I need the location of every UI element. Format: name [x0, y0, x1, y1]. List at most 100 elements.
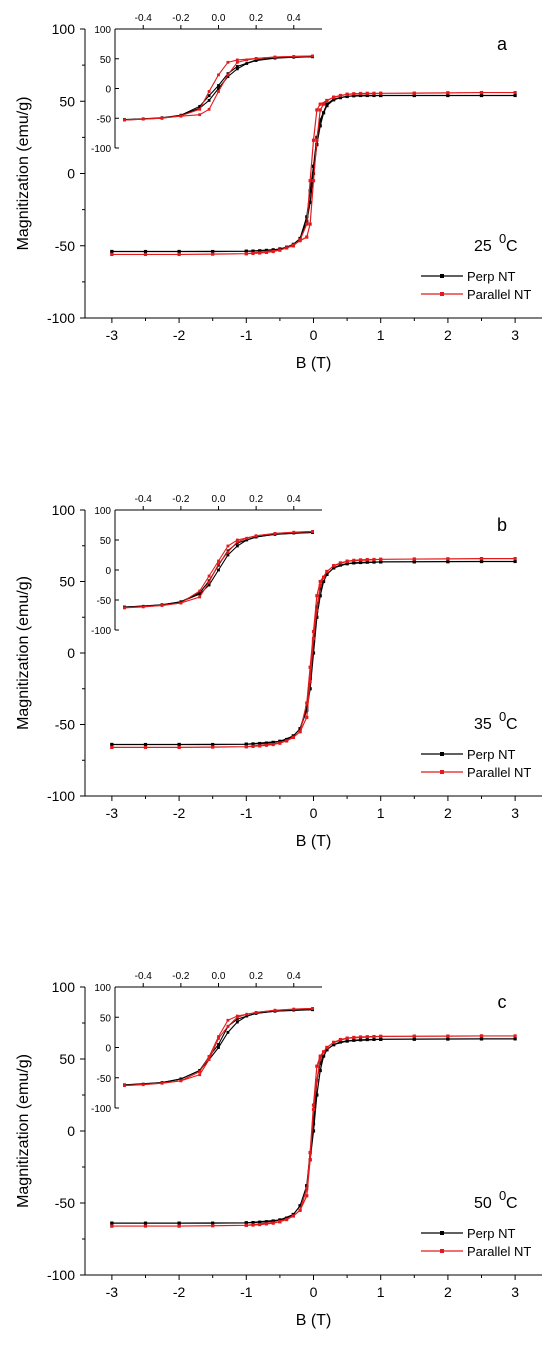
inset-series [123, 54, 314, 122]
y-tick-label: 0 [67, 166, 75, 182]
data-point [321, 111, 326, 115]
data-point [318, 579, 322, 584]
data-point [446, 1034, 450, 1038]
data-point [513, 559, 517, 564]
legend: Perp NT Parallel NT [421, 747, 531, 780]
inset-x-tick-label: -0.4 [135, 494, 153, 505]
data-point [305, 235, 309, 239]
inset-data-point [179, 1079, 183, 1083]
data-point [479, 90, 484, 95]
data-point [365, 91, 369, 95]
data-point [352, 558, 356, 562]
inset-x-tick-label: 0.0 [212, 971, 226, 982]
data-point [379, 1037, 383, 1041]
data-point [479, 1037, 484, 1041]
data-point [332, 566, 336, 570]
data-point [446, 91, 450, 95]
x-tick-label: 0 [310, 1284, 318, 1300]
data-point [258, 249, 262, 253]
data-point [251, 1220, 255, 1225]
data-point [251, 1223, 255, 1227]
data-point [305, 708, 309, 712]
inset-data-point [198, 595, 202, 599]
data-point [258, 1220, 262, 1224]
inset-data-point [226, 553, 230, 557]
data-point [345, 1039, 349, 1043]
data-point [446, 1037, 450, 1041]
inset-data-point [226, 73, 230, 77]
data-point [298, 1208, 302, 1212]
data-point [321, 1054, 326, 1058]
data-point [338, 96, 342, 100]
data-point [308, 200, 312, 204]
data-point [315, 1093, 319, 1097]
x-tick-label: 1 [377, 1284, 385, 1300]
y-tick-label: -100 [47, 1267, 75, 1283]
data-point [318, 1057, 322, 1061]
data-point [372, 557, 376, 562]
data-point [345, 92, 349, 96]
data-point [308, 687, 312, 691]
inset-y-tick-label: -50 [97, 1074, 112, 1085]
data-point [352, 1035, 356, 1039]
panel-letter: b [497, 515, 507, 535]
inset-y-tick-label: 50 [100, 536, 112, 547]
inset-data-point [254, 58, 258, 62]
inset-data-point [207, 99, 211, 102]
panel-a: -3 -2 -1 0 1 2 3 -100 -50 0 50 100 B (T) Magnitizatio… [15, 13, 542, 372]
data-point [244, 1223, 248, 1227]
y-tick-label: 100 [52, 21, 76, 37]
data-point [308, 1158, 312, 1162]
inset-data-point [179, 114, 183, 118]
data-point [311, 651, 316, 655]
data-point [258, 1223, 262, 1227]
inset-data-point [235, 538, 239, 542]
inset-data-point [198, 1073, 202, 1077]
data-point [311, 1107, 316, 1111]
inset-data-point [226, 1018, 230, 1022]
data-point [318, 1054, 322, 1058]
data-point [311, 629, 316, 634]
x-tick-label: 0 [310, 805, 318, 821]
inset-data-point [217, 568, 220, 572]
data-point [412, 91, 416, 95]
y-axis-title: Magnitization (emu/g) [15, 1054, 32, 1208]
data-point [352, 94, 356, 98]
data-point [318, 584, 322, 588]
y-tick-label: 50 [59, 93, 75, 109]
panel-c: -3 -2 -1 0 1 2 3 -100 -50 0 50 100 B (T) Magnitizatio… [15, 971, 542, 1329]
x-axis-title: B (T) [296, 355, 332, 372]
data-point [211, 1221, 215, 1225]
data-point [143, 745, 148, 749]
data-point [298, 730, 302, 734]
data-point [177, 1221, 181, 1225]
data-point [211, 1224, 215, 1228]
data-point [365, 1035, 369, 1039]
data-point [244, 252, 248, 256]
data-point [264, 248, 269, 252]
data-point [264, 250, 269, 254]
data-point [365, 560, 369, 564]
inset-data-point [217, 87, 220, 90]
data-point [278, 741, 282, 745]
x-tick-label: 3 [511, 805, 519, 821]
y-tick-label: 100 [52, 979, 76, 995]
temperature-label: 50 0 C [474, 1188, 518, 1212]
inset-y-tick-label: -100 [91, 626, 111, 637]
main-plot-series [110, 1034, 517, 1228]
inset-y-tick-label: 50 [100, 55, 112, 66]
inset-x-tick-label: 0.2 [249, 971, 263, 982]
y-tick-label: -50 [55, 238, 75, 254]
y-tick-label: -50 [55, 1195, 75, 1211]
legend-marker [440, 292, 444, 296]
data-point [446, 93, 450, 98]
data-point [271, 1221, 275, 1225]
inset-data-point [217, 73, 220, 77]
inset-x-tick-label: -0.4 [135, 971, 153, 982]
inset-data-point [235, 1020, 239, 1024]
inset-y-tick-label: 100 [94, 983, 111, 994]
y-tick-label: 100 [52, 502, 76, 518]
y-axis-title: Magnitization (emu/g) [15, 97, 32, 251]
data-point [358, 1038, 363, 1042]
main-plot-series [110, 557, 517, 749]
